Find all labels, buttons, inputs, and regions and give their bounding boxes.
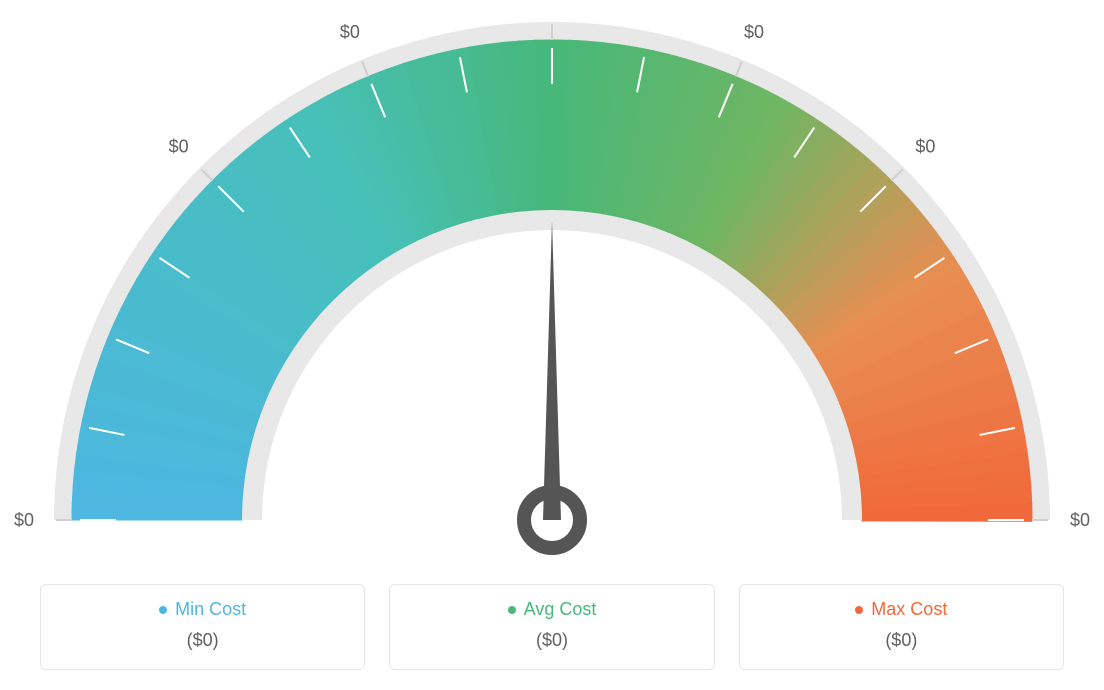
svg-text:$0: $0 (14, 510, 34, 530)
legend-card-min: Min Cost ($0) (40, 584, 365, 670)
svg-text:$0: $0 (542, 0, 562, 2)
legend-label-avg: Avg Cost (524, 599, 597, 620)
legend-card-max: Max Cost ($0) (739, 584, 1064, 670)
svg-text:$0: $0 (340, 22, 360, 42)
svg-text:$0: $0 (915, 137, 935, 157)
svg-text:$0: $0 (169, 137, 189, 157)
legend-dot-min (159, 606, 167, 614)
svg-text:$0: $0 (744, 22, 764, 42)
legend-title-avg: Avg Cost (508, 599, 597, 620)
legend-card-avg: Avg Cost ($0) (389, 584, 714, 670)
legend-dot-avg (508, 606, 516, 614)
legend-title-min: Min Cost (159, 599, 246, 620)
legend-label-max: Max Cost (871, 599, 947, 620)
legend-dot-max (855, 606, 863, 614)
legend-value-avg: ($0) (390, 630, 713, 651)
gauge-svg: $0 $0 $0 $0 $0 $0 $0 (0, 0, 1104, 560)
legend-row: Min Cost ($0) Avg Cost ($0) Max Cost ($0… (40, 584, 1064, 670)
gauge-chart: $0 $0 $0 $0 $0 $0 $0 (0, 0, 1104, 560)
legend-value-min: ($0) (41, 630, 364, 651)
legend-title-max: Max Cost (855, 599, 947, 620)
svg-text:$0: $0 (1070, 510, 1090, 530)
legend-value-max: ($0) (740, 630, 1063, 651)
legend-label-min: Min Cost (175, 599, 246, 620)
